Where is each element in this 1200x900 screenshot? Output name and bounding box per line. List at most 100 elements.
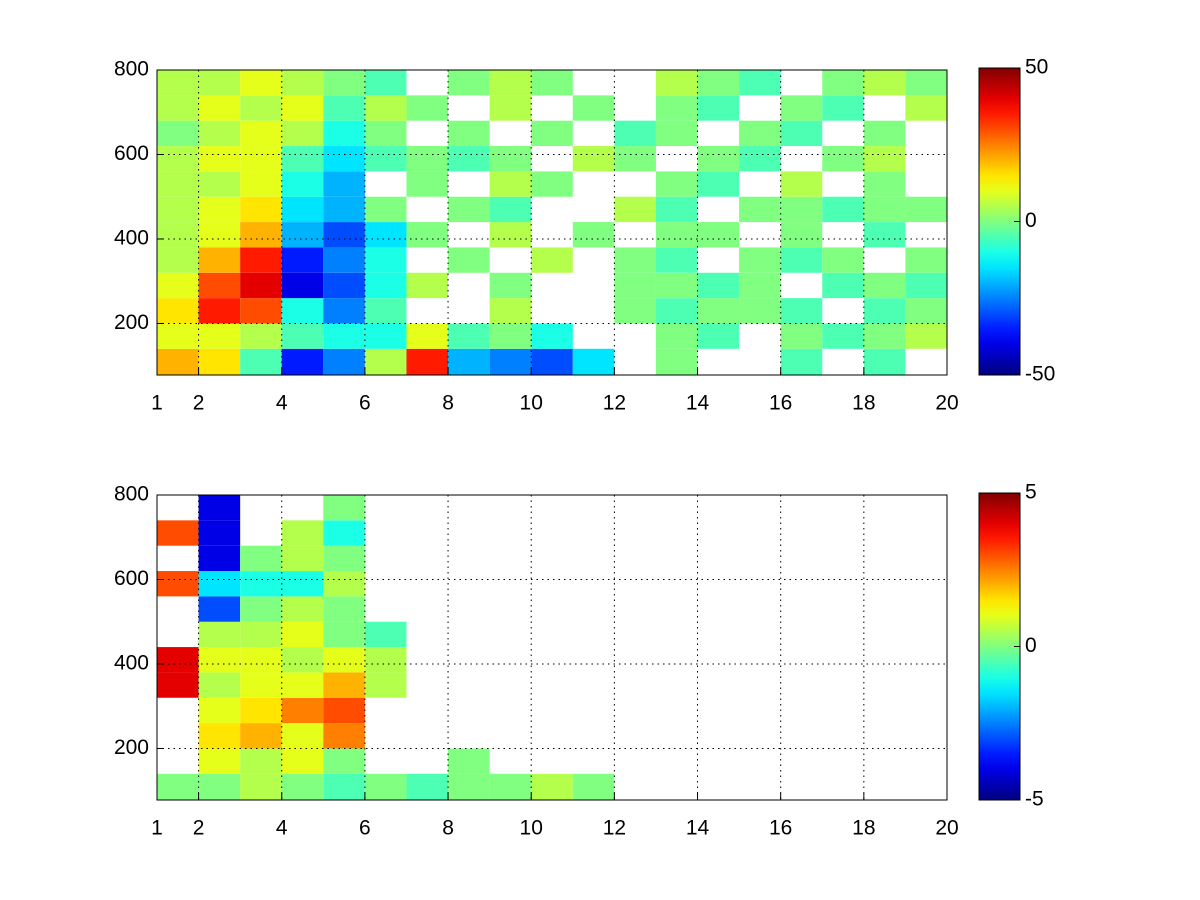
heat-cell <box>572 146 615 172</box>
heat-cell <box>655 196 698 223</box>
heat-cell <box>198 95 241 121</box>
y-tick-label: 200 <box>114 311 149 334</box>
heat-cell <box>448 120 490 147</box>
heat-cell <box>323 723 365 749</box>
heat-cell <box>281 723 324 749</box>
heat-cell <box>323 348 365 375</box>
heat-cell <box>364 773 407 800</box>
colorbar-tick-label: 5 <box>1025 481 1037 504</box>
y-tick-label: 200 <box>114 736 149 759</box>
heat-cell <box>281 222 324 248</box>
heat-cell <box>281 748 324 774</box>
x-tick-label: 10 <box>520 817 543 840</box>
heat-cell <box>863 196 906 223</box>
heat-cell <box>489 196 532 223</box>
heat-cell <box>905 323 947 349</box>
heat-cell <box>157 323 199 349</box>
heat-cell <box>697 171 740 197</box>
heat-cell <box>905 196 947 223</box>
heat-cell <box>323 647 365 673</box>
heat-cell <box>739 196 781 223</box>
heat-cell <box>240 196 282 223</box>
heat-cell <box>822 247 864 273</box>
heat-cell <box>240 95 282 121</box>
heat-cell <box>323 596 365 622</box>
colorbar-tick-label: 0 <box>1025 634 1037 657</box>
heat-cell <box>489 298 532 324</box>
x-tick-label: 4 <box>276 817 288 840</box>
heat-cell <box>198 146 241 172</box>
heat-cell <box>323 697 365 724</box>
heat-cell <box>281 323 324 349</box>
heat-cell <box>281 120 324 147</box>
heat-cell <box>157 196 199 223</box>
heat-cell <box>655 171 698 197</box>
heat-cell <box>489 95 532 121</box>
heat-cell <box>364 323 407 349</box>
heat-cell <box>614 146 656 172</box>
heat-cell <box>905 272 947 299</box>
heat-cell <box>364 95 407 121</box>
heat-cell <box>489 773 532 800</box>
heat-cell <box>198 247 241 273</box>
heat-cell <box>157 298 199 324</box>
heat-cell <box>364 146 407 172</box>
heat-cell <box>822 196 864 223</box>
heat-cell <box>157 647 199 673</box>
colorbar-tick-label: 0 <box>1025 209 1037 232</box>
heat-cell <box>323 672 365 698</box>
heat-cell <box>531 773 573 800</box>
heat-cell <box>448 748 490 774</box>
heat-cell <box>198 545 241 572</box>
x-tick-label: 6 <box>359 817 371 840</box>
heat-cell <box>281 298 324 324</box>
heat-cell <box>157 146 199 172</box>
heat-cell <box>198 621 241 648</box>
heat-cell <box>614 247 656 273</box>
heat-cell <box>364 298 407 324</box>
heat-cell <box>655 247 698 273</box>
heat-cell <box>240 120 282 147</box>
heat-cell <box>281 621 324 648</box>
heat-cell <box>198 647 241 673</box>
heat-cell <box>157 171 199 197</box>
heat-cell <box>531 323 573 349</box>
x-tick-label: 8 <box>442 817 454 840</box>
heat-cell <box>240 171 282 197</box>
heat-cell <box>822 323 864 349</box>
heat-cell <box>240 545 282 572</box>
heat-cell <box>655 323 698 349</box>
heat-cell <box>157 95 199 121</box>
heat-cell <box>614 196 656 223</box>
heat-cell <box>863 171 906 197</box>
heat-cell <box>448 348 490 375</box>
heat-cell <box>739 146 781 172</box>
heat-cell <box>364 196 407 223</box>
colorbar-tick-label: 50 <box>1025 56 1048 79</box>
heat-cell <box>572 95 615 121</box>
x-tick-label: 8 <box>442 392 454 415</box>
heat-cell <box>489 348 532 375</box>
heat-cell <box>780 95 823 121</box>
heat-cell <box>157 571 199 597</box>
heat-cell <box>489 323 532 349</box>
heat-cell <box>323 495 365 521</box>
heat-cell <box>323 323 365 349</box>
heat-cell <box>905 298 947 324</box>
heat-cell <box>572 348 615 375</box>
heat-cell <box>489 222 532 248</box>
heat-cell <box>240 70 282 96</box>
axes-frame <box>156 69 948 376</box>
heat-cell <box>198 520 241 546</box>
heat-cell <box>281 773 324 800</box>
heat-cell <box>240 348 282 375</box>
heat-cell <box>323 272 365 299</box>
heat-cell <box>323 298 365 324</box>
heat-cell <box>780 120 823 147</box>
heat-cell <box>448 70 490 96</box>
y-tick-label: 800 <box>114 483 149 506</box>
heat-cell <box>157 520 199 546</box>
x-tick-label: 4 <box>276 392 288 415</box>
y-tick-label: 400 <box>114 227 149 250</box>
heat-cell <box>240 773 282 800</box>
